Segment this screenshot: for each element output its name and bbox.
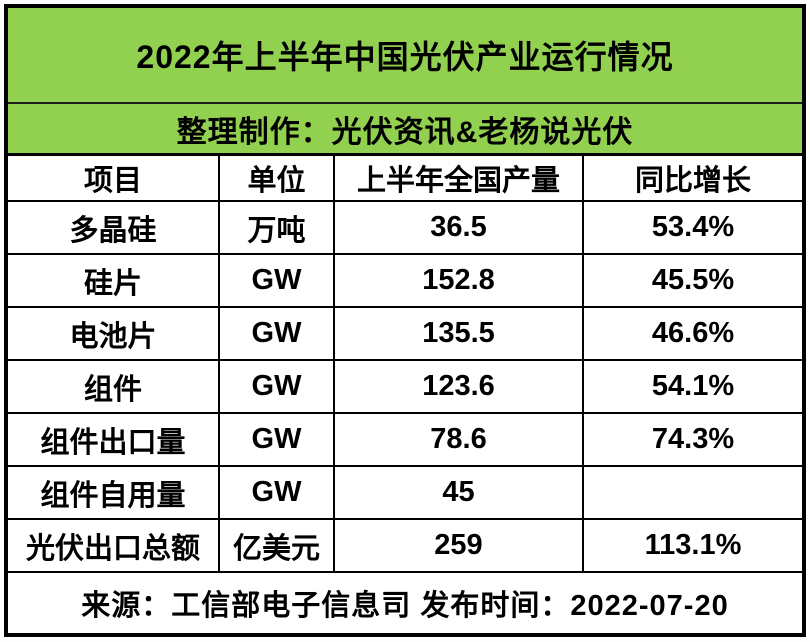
source-note: 来源：工信部电子信息司 发布时间：2022-07-20 bbox=[81, 590, 729, 622]
unit-cell: GW bbox=[220, 414, 335, 465]
growth-cell: 54.1% bbox=[651, 370, 735, 402]
growth-cell-empty bbox=[584, 467, 802, 518]
title-banner: 2022年上半年中国光伏产业运行情况 bbox=[8, 8, 802, 104]
output-cell: 123.6 bbox=[335, 361, 584, 412]
item-cell: 组件自用量 bbox=[8, 467, 220, 518]
item-cell: 多晶硅 bbox=[8, 202, 220, 253]
unit-cell: GW bbox=[220, 361, 335, 412]
output-cell: 135.5 bbox=[335, 308, 584, 359]
page-title: 2022年上半年中国光伏产业运行情况 bbox=[136, 39, 674, 75]
item-cell: 组件出口量 bbox=[8, 414, 220, 465]
column-header-unit: 单位 bbox=[220, 156, 335, 200]
unit-cell: GW bbox=[220, 255, 335, 306]
growth-cell: 53.4% bbox=[651, 211, 735, 243]
output-cell: 36.5 bbox=[335, 202, 584, 253]
subtitle-banner: 整理制作：光伏资讯&老杨说光伏 bbox=[8, 104, 802, 156]
unit-cell: GW bbox=[220, 308, 335, 359]
table-row: 硅片 GW 152.8 45.5% bbox=[8, 255, 802, 308]
column-header-yoy-growth: 同比增长 bbox=[634, 165, 751, 197]
item-cell: 光伏出口总额 bbox=[8, 520, 220, 571]
growth-cell: 46.6% bbox=[651, 317, 735, 349]
table-frame: 2022年上半年中国光伏产业运行情况 整理制作：光伏资讯&老杨说光伏 项目 单位… bbox=[4, 4, 806, 637]
output-cell: 259 bbox=[335, 520, 584, 571]
item-cell: 电池片 bbox=[8, 308, 220, 359]
growth-cell: 45.5% bbox=[651, 264, 735, 296]
table-row: 组件出口量 GW 78.6 74.3% bbox=[8, 414, 802, 467]
growth-cell: 113.1% bbox=[644, 529, 742, 561]
credit-line: 整理制作：光伏资讯&老杨说光伏 bbox=[176, 115, 634, 149]
item-cell: 硅片 bbox=[8, 255, 220, 306]
column-header-item: 项目 bbox=[8, 156, 220, 200]
unit-cell: 亿美元 bbox=[220, 520, 335, 571]
table-row: 光伏出口总额 亿美元 259 113.1% bbox=[8, 520, 802, 573]
table-row: 组件自用量 GW 45 bbox=[8, 467, 802, 520]
table-row: 电池片 GW 135.5 46.6% bbox=[8, 308, 802, 361]
output-cell: 45 bbox=[335, 467, 584, 518]
unit-cell: GW bbox=[220, 467, 335, 518]
growth-cell: 74.3% bbox=[651, 423, 735, 455]
table-header-row: 项目 单位 上半年全国产量 同比增长 bbox=[8, 156, 802, 202]
item-cell: 组件 bbox=[8, 361, 220, 412]
table-row: 组件 GW 123.6 54.1% bbox=[8, 361, 802, 414]
table-row: 多晶硅 万吨 36.5 53.4% bbox=[8, 202, 802, 255]
output-cell: 152.8 bbox=[335, 255, 584, 306]
column-header-output: 上半年全国产量 bbox=[335, 156, 584, 200]
output-cell: 78.6 bbox=[335, 414, 584, 465]
unit-cell: 万吨 bbox=[220, 202, 335, 253]
